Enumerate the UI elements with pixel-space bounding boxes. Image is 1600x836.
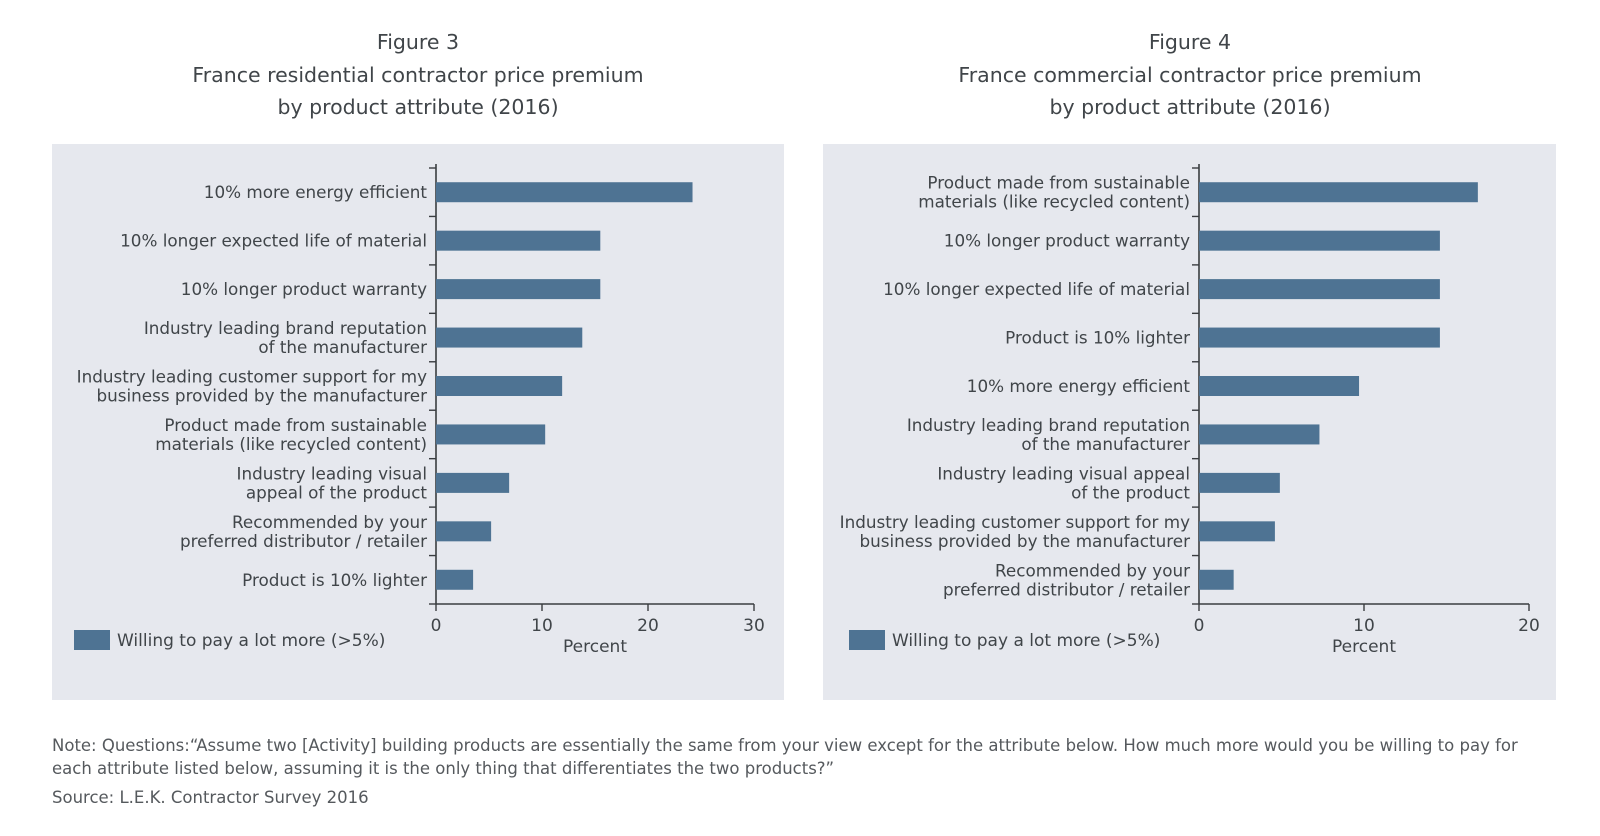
legend-label: Willing to pay a lot more (>5%) — [117, 631, 385, 651]
x-tick-label: 10 — [1353, 616, 1375, 636]
bar — [436, 279, 601, 300]
bar — [1199, 376, 1360, 396]
bar — [1199, 472, 1280, 493]
survey-note: Note: Questions:“Assume two [Activity] b… — [52, 736, 1518, 778]
category-label-line: 10% more energy efficient — [204, 182, 428, 202]
x-axis-title: Percent — [563, 637, 627, 657]
figure3-title-line2: by product attribute (2016) — [277, 95, 559, 119]
category-label-line: of the manufacturer — [1021, 434, 1190, 454]
category-label: Product is 10% lighter — [1005, 328, 1190, 348]
category-label: 10% longer expected life of material — [120, 231, 427, 251]
category-label-line: Industry leading brand reputation — [907, 415, 1190, 435]
x-tick-label: 30 — [743, 616, 765, 636]
category-label: Industry leading customer support for my… — [840, 512, 1190, 551]
x-tick-label: 0 — [1194, 616, 1205, 636]
category-label-line: Industry leading visual appeal — [937, 463, 1190, 483]
category-label-line: Product is 10% lighter — [242, 570, 427, 590]
figure4-title: Figure 4 France commercial contractor pr… — [840, 26, 1540, 124]
category-label-line: Product made from sustainable — [927, 173, 1190, 193]
category-label: Product is 10% lighter — [242, 570, 427, 590]
bar — [1199, 521, 1275, 542]
category-label-line: Product is 10% lighter — [1005, 328, 1190, 348]
x-tick-label: 20 — [1518, 616, 1540, 636]
bar — [1199, 424, 1320, 445]
category-label: 10% more energy efficient — [967, 376, 1191, 396]
category-label: Industry leading visual appeal of the pro… — [937, 463, 1190, 502]
category-label: Recommended by your preferred distributor… — [180, 512, 427, 551]
figure3-chart: 10% more energy efficient 10% longer expe… — [74, 164, 765, 657]
x-tick-label: 0 — [431, 616, 442, 636]
category-label: Recommended by your preferred distributor… — [943, 560, 1190, 599]
figure4-chart-panel: Product made from sustainable materials (… — [823, 144, 1556, 700]
category-label-line: Recommended by your — [995, 560, 1190, 580]
category-label-line: Industry leading brand reputation — [144, 318, 427, 338]
bar — [1199, 230, 1440, 251]
category-label-line: preferred distributor / retailer — [180, 531, 427, 551]
bar — [1199, 279, 1440, 300]
category-label-line: 10% more energy efficient — [967, 376, 1191, 396]
category-label-line: Industry leading customer support for my — [77, 367, 427, 387]
category-label: 10% longer product warranty — [944, 231, 1190, 251]
legend-swatch — [74, 630, 110, 650]
category-label: Product made from sustainable materials (… — [918, 173, 1190, 212]
bar — [436, 230, 601, 251]
category-label-line: of the manufacturer — [258, 337, 427, 357]
x-tick-label: 20 — [637, 616, 659, 636]
bar — [1199, 327, 1440, 348]
figure3-label: Figure 3 — [376, 30, 460, 54]
category-label-line: business provided by the manufacturer — [96, 386, 427, 406]
figure3-chart-panel: 10% more energy efficient 10% longer expe… — [52, 144, 784, 700]
category-label: Industry leading brand reputation of the … — [144, 318, 427, 357]
x-tick-label: 10 — [531, 616, 553, 636]
category-label-line: Recommended by your — [232, 512, 427, 532]
bar — [436, 569, 474, 590]
category-label: 10% longer product warranty — [181, 279, 427, 299]
bar — [436, 327, 583, 348]
source-note: Source: L.E.K. Contractor Survey 2016 — [52, 788, 369, 807]
bar — [436, 472, 510, 493]
category-label-line: of the product — [1071, 482, 1190, 502]
bar — [1199, 182, 1478, 203]
figure4-label: Figure 4 — [1148, 30, 1232, 54]
figure4-title-line2: by product attribute (2016) — [1049, 95, 1331, 119]
category-label-line: appeal of the product — [246, 482, 428, 502]
bar — [436, 521, 492, 542]
category-label-line: 10% longer product warranty — [944, 231, 1190, 251]
legend-label: Willing to pay a lot more (>5%) — [892, 631, 1160, 651]
category-label-line: Product made from sustainable — [164, 415, 427, 435]
category-label-line: 10% longer expected life of material — [883, 279, 1190, 299]
legend-swatch — [849, 630, 885, 650]
category-label-line: Industry leading customer support for my — [840, 512, 1190, 532]
x-axis-title: Percent — [1332, 637, 1396, 657]
category-label-line: 10% longer product warranty — [181, 279, 427, 299]
figure4-title-line1: France commercial contractor price premi… — [958, 62, 1422, 87]
category-label-line: materials (like recycled content) — [918, 192, 1190, 212]
category-label-line: Industry leading visual — [237, 463, 428, 483]
figure3-title: Figure 3 France residential contractor p… — [68, 26, 768, 124]
category-label-line: materials (like recycled content) — [155, 434, 427, 454]
category-label: Industry leading customer support for my… — [77, 367, 427, 406]
category-label-line: business provided by the manufacturer — [859, 531, 1190, 551]
bar — [436, 182, 693, 203]
category-label: Industry leading visual appeal of the pro… — [237, 463, 428, 502]
category-label: Industry leading brand reputation of the … — [907, 415, 1190, 454]
category-label: 10% longer expected life of material — [883, 279, 1190, 299]
figure4-chart: Product made from sustainable materials (… — [840, 164, 1540, 657]
category-label: 10% more energy efficient — [204, 182, 428, 202]
bar — [436, 424, 546, 445]
bar — [436, 376, 563, 396]
category-label-line: preferred distributor / retailer — [943, 579, 1190, 599]
category-label: Product made from sustainable materials (… — [155, 415, 427, 454]
bar — [1199, 569, 1234, 590]
category-label-line: 10% longer expected life of material — [120, 231, 427, 251]
figure3-title-line1: France residential contractor price prem… — [192, 62, 644, 87]
